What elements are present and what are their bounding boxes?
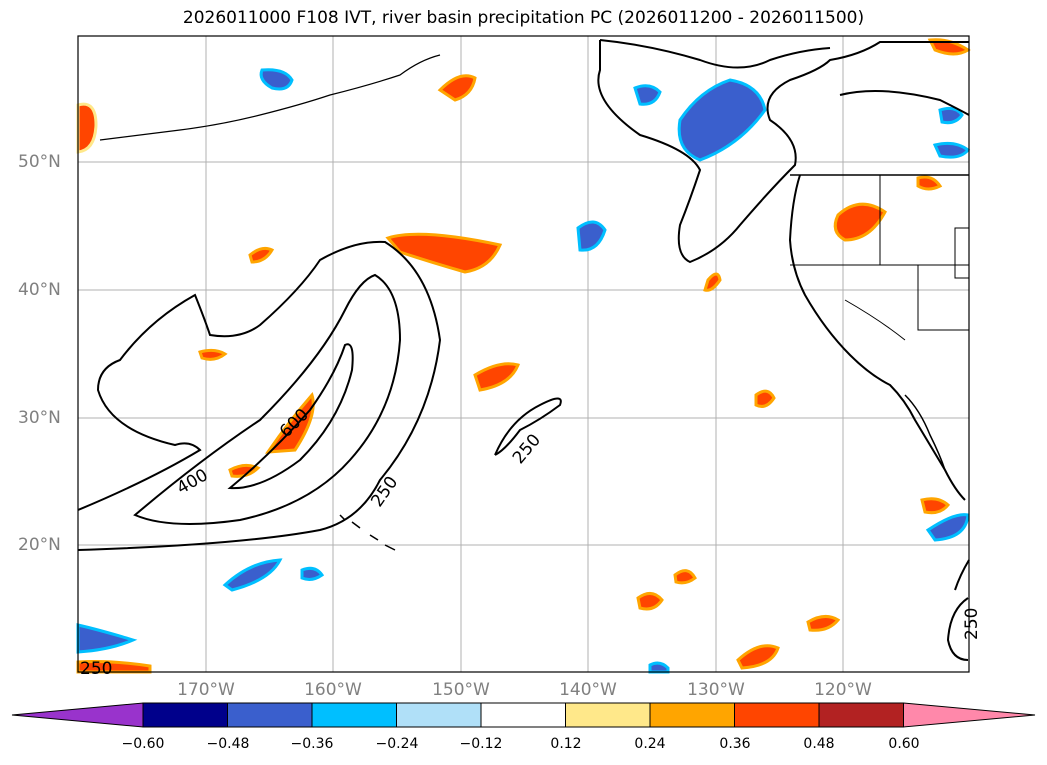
lon-label: 140°W [559,680,617,700]
colorbar-tick-label: −0.48 [206,736,250,752]
precip-blob [636,592,664,611]
colorbar-tick-label: 0.60 [888,736,920,752]
ivt-contours [77,240,969,661]
colorbar-extend-max [903,702,1036,728]
precip-blob [633,84,662,106]
colorbar-tick-label: 0.48 [803,736,835,752]
lon-label: 170°W [177,680,235,700]
precip-blob [259,68,294,91]
map-frame [77,35,970,673]
precip-blob [76,623,138,654]
colorbar [11,702,1036,728]
precip-blob [300,566,325,581]
precip-blob [576,220,607,252]
north-america-coast [597,40,969,264]
colorbar-segment [311,702,397,728]
contour-label: 250 [962,608,982,640]
lat-label: 20°N [18,535,61,555]
precip-blob [248,246,275,264]
precip-blob [703,272,722,292]
precip-blob [198,348,228,361]
contour-250-corner [946,597,969,661]
lon-label: 120°W [814,680,872,700]
hawaii [339,514,396,551]
colorbar-segment [649,702,735,728]
colorbar-tick-label: −0.60 [121,736,165,752]
lat-label: 40°N [18,280,61,300]
precip-blob [385,232,503,274]
colorbar-segment [818,702,904,728]
colorbar-segment [565,702,651,728]
precip-blob [833,202,887,242]
contour-400 [133,273,402,525]
precip-blob [264,391,315,454]
precip-blob [932,141,971,159]
precip-blob [222,558,283,592]
colorbar-segment [227,702,313,728]
colorbar-tick-label: −0.36 [290,736,334,752]
contour-250-main [77,240,442,551]
precip-blob [76,102,98,154]
mexico-coast [954,559,970,591]
colorbar-extend-min [11,702,144,728]
contour-label: 250 [367,473,402,511]
lon-label: 150°W [432,680,490,700]
colorbar-tick-label: 0.12 [550,736,582,752]
precip-blob [437,74,477,102]
map-title: 2026011000 F108 IVT, river basin precipi… [182,8,865,28]
colorbar-segment [734,702,820,728]
precip-blob [228,463,261,478]
precip-blob [673,569,697,585]
precip-blob [76,660,152,674]
precip-blob [677,78,767,162]
lat-label: 30°N [18,408,61,428]
colorbar-segment [142,702,228,728]
precip-blob [938,106,964,125]
precip-blob [648,661,670,674]
precip-blob [473,362,521,392]
precipitation-anomalies [76,38,971,674]
precip-blob [736,644,780,670]
colorbar-segment [396,702,482,728]
lon-label: 160°W [304,680,362,700]
precip-blob [806,615,841,632]
colorbar-segment [480,702,566,728]
north-america-coast [839,90,970,116]
colorbar-tick-label: 0.36 [719,736,751,752]
precip-blob [916,175,943,191]
precip-blob [754,389,776,408]
colorbar-tick-label: −0.12 [459,736,503,752]
contour-250-small [494,397,562,456]
west-coast [788,174,966,501]
north-america-coast [599,39,831,69]
precip-blob [925,513,970,542]
lon-label: 130°W [687,680,745,700]
precip-blob [920,497,951,515]
aleutians [99,54,441,141]
colorbar-tick-label: 0.24 [634,736,666,752]
precip-blob [927,38,971,56]
contour-label: 250 [80,659,112,679]
lat-label: 50°N [18,152,61,172]
coastlines [99,39,970,591]
baja-california [904,394,946,471]
contour-600 [227,343,354,490]
colorbar-tick-label: −0.24 [375,736,419,752]
